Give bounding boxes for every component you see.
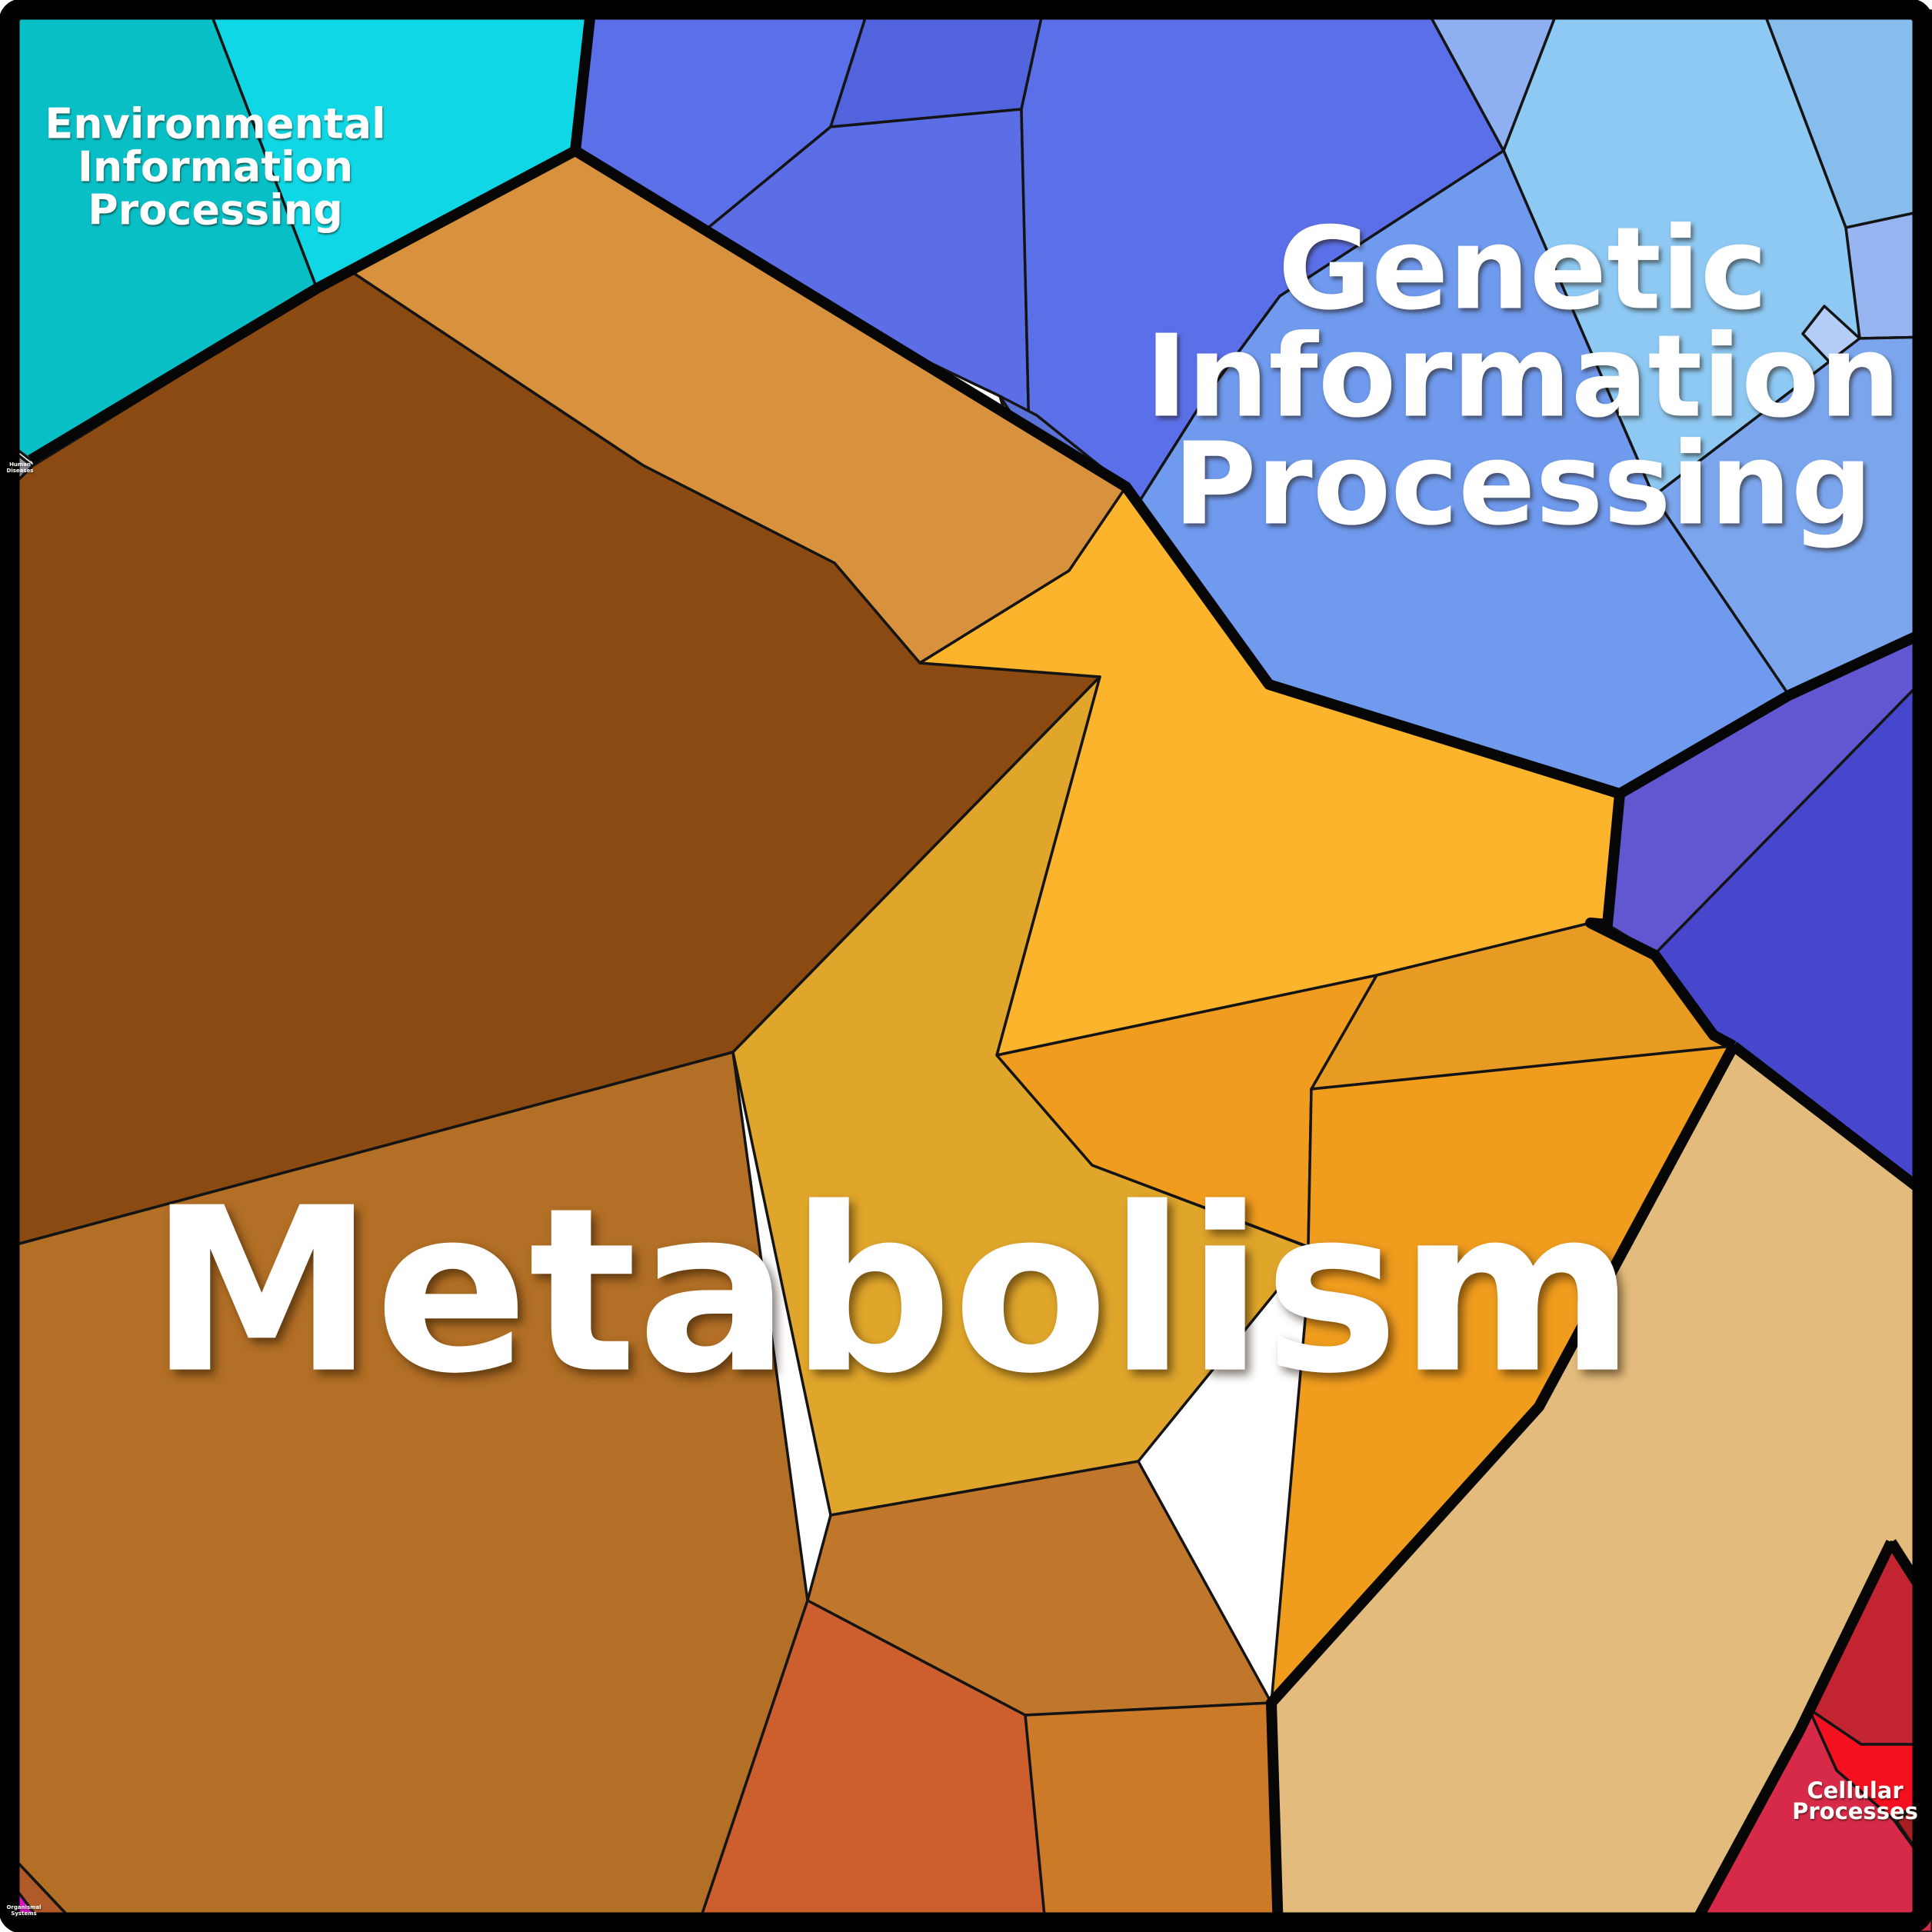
label-genetic-information-processing-line-2: Information	[1145, 311, 1900, 443]
border-golden-vs-indigo	[1585, 793, 1737, 1051]
label-cellular-processes-line-1: Cellular	[1807, 1777, 1904, 1804]
label-genetic-information-processing-line-1: Genetic	[1278, 203, 1768, 335]
label-environmental-information-processing-line-3: Processing	[88, 186, 343, 235]
border-indigo-vs-tan	[1730, 1041, 1932, 1203]
border-hero-vs-purple	[1617, 624, 1932, 799]
label-environmental-information-processing-line-1: Environmental	[45, 100, 385, 148]
cell-met-brown-c2	[1024, 1701, 1280, 1932]
label-metabolism-group: Metabolism	[149, 1159, 1636, 1424]
border-gip-vs-metabolism	[572, 146, 1622, 799]
label-genetic-information-processing-line-3: Processing	[1173, 418, 1872, 551]
label-human-diseases-line-2: Diseases	[7, 468, 34, 474]
label-environmental-information-processing-line-2: Information	[78, 143, 353, 192]
label-cellular-processes-line-2: Processes	[1792, 1798, 1918, 1824]
cell-met-rust	[695, 1599, 1048, 1932]
border-tan-vs-red-left	[1685, 1539, 1897, 1932]
label-organismal-systems-line-2: Systems	[11, 1910, 36, 1917]
border-teal-vs-rest	[28, 10, 596, 465]
label-human-diseases-line-1: Human	[9, 461, 31, 468]
label-organismal-systems-line-1: Organismal	[6, 1904, 41, 1910]
label-metabolism-line-1: Metabolism	[149, 1159, 1636, 1424]
cell-gip-peri-band	[1844, 208, 1932, 340]
border-orange-vs-tan	[1266, 1043, 1739, 1932]
